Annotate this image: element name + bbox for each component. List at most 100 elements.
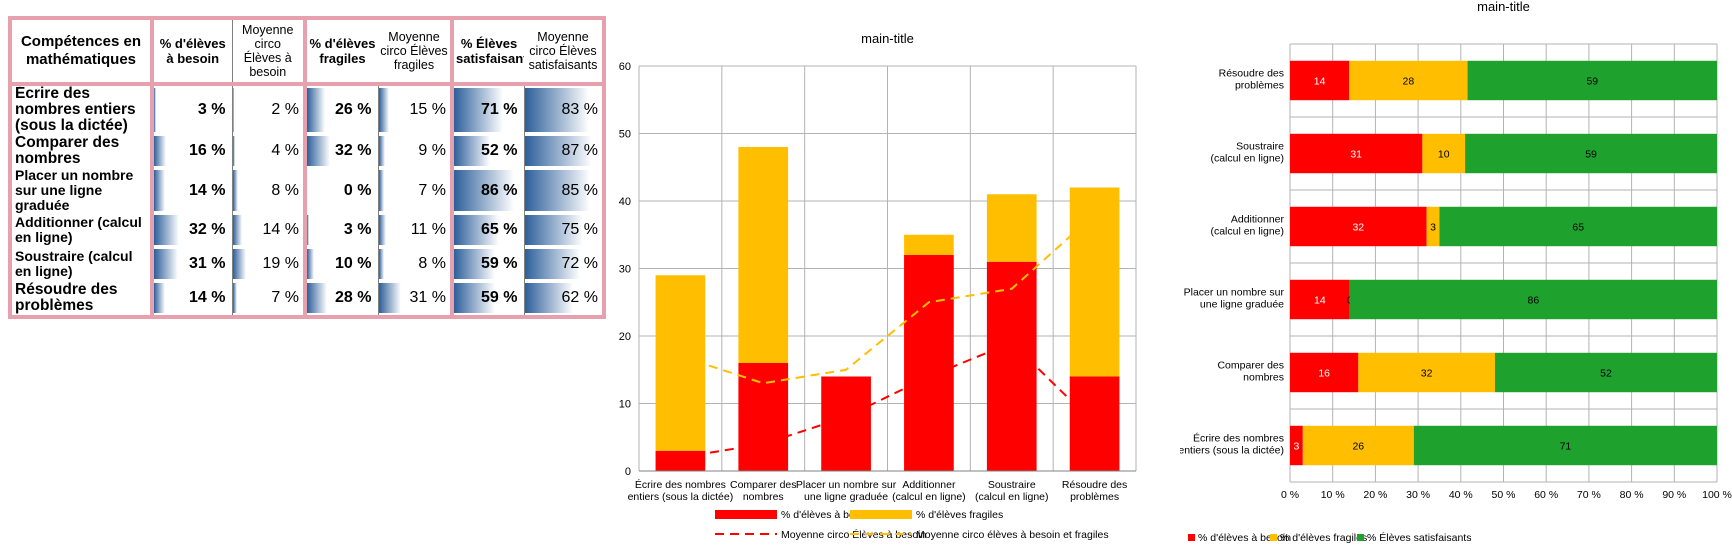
cell-value: 14 % (262, 221, 299, 238)
data-label: 28 (1403, 76, 1415, 88)
cell-value: 14 % (189, 181, 226, 199)
cell-value: 2 % (271, 101, 299, 118)
legend-swatch (1270, 534, 1277, 541)
cell-value: 65 % (481, 221, 518, 238)
legend-swatch (1188, 534, 1195, 541)
x-tick-label: Soustraire (988, 479, 1036, 491)
cell-fragiles: 10 % (305, 247, 379, 281)
cell-satisfaisants: 52 % (452, 134, 525, 168)
bar-segment (1069, 187, 1120, 377)
x-tick-label: nombres (743, 491, 784, 503)
x-tick-label: problèmes (1070, 491, 1119, 503)
cell-moy-fragiles: 11 % (378, 213, 454, 247)
table-row: Soustraire (calcul en ligne) 31 % 19 % 10 %… (8, 247, 606, 281)
cell-moy-fragiles: 15 % (378, 84, 454, 134)
bar-segment (1467, 60, 1717, 101)
cell-moy-satisfaisants: 62 % (524, 281, 606, 319)
cell-moy-satisfaisants: 87 % (524, 134, 606, 168)
cell-databar (154, 283, 165, 313)
x-tick-label: Additionner (902, 479, 956, 491)
bar-segment (738, 147, 789, 363)
x-tick-label: Résoudre des (1062, 479, 1127, 491)
x-tick-label: 10 % (1321, 489, 1345, 501)
header-satisfaisants: % Élèves satisfaisants (452, 16, 524, 86)
cell-databar (378, 215, 387, 245)
x-tick-label: 90 % (1662, 489, 1686, 501)
cell-besoin: 16 % (152, 134, 233, 168)
cell-databar (524, 215, 583, 245)
cell-databar (232, 88, 234, 132)
data-label: 14 (1314, 76, 1326, 88)
cell-besoin: 32 % (152, 213, 233, 247)
y-tick-label: 20 (619, 331, 631, 343)
data-label: 26 (1352, 441, 1364, 453)
legend-label: % d'élèves fragiles (916, 509, 1003, 521)
cell-value: 52 % (481, 142, 518, 159)
cell-databar (307, 283, 327, 313)
data-label: 14 (1314, 295, 1326, 307)
cell-fragiles: 3 % (305, 213, 379, 247)
cell-databar (524, 170, 591, 211)
y-tick-label: 50 (619, 129, 631, 141)
cell-value: 19 % (262, 255, 299, 272)
data-label: 10 (1438, 149, 1450, 161)
cell-databar (524, 283, 573, 313)
stacked-column-chart: main-title 0 10 20 30 40 50 60 Écrire des nombre… (619, 31, 1137, 541)
y-tick-label: 40 (619, 196, 631, 208)
cell-moy-satisfaisants: 72 % (524, 247, 606, 281)
x-tick-label: 30 % (1406, 489, 1430, 501)
cell-value: 4 % (271, 142, 299, 159)
legend-label: % d'élèves à besoin (1198, 532, 1291, 544)
cell-value: 11 % (410, 221, 446, 238)
cell-databar (454, 215, 500, 245)
cell-moy-fragiles: 31 % (378, 281, 454, 319)
header-moy-fragiles: Moyenne circo Élèves fragiles (378, 16, 454, 86)
legend-swatch (1357, 534, 1364, 541)
x-tick-label: 80 % (1620, 489, 1644, 501)
cell-value: 9 % (418, 142, 446, 159)
data-label: 3 (1430, 222, 1436, 234)
data-label: 32 (1352, 222, 1364, 234)
cell-moy-satisfaisants: 85 % (524, 168, 606, 213)
cell-value: 83 % (561, 101, 598, 118)
cell-databar (154, 249, 179, 279)
x-tick-label: Écrire des nombres (635, 478, 726, 491)
y-tick-label: problèmes (1235, 80, 1284, 92)
cell-value: 26 % (335, 101, 372, 118)
table-row: Additionner (calcul en ligne) 32 % 14 % 3 %… (8, 213, 606, 247)
bar-segment (1413, 425, 1717, 466)
bar-segment (904, 255, 954, 471)
legend-swatch (715, 510, 777, 519)
y-tick-label: une ligne graduée (1200, 299, 1284, 311)
bar-segment (1290, 279, 1350, 320)
cell-moy-besoin: 14 % (232, 213, 307, 247)
table-row: Placer un nombre sur une ligne graduée 14… (8, 168, 606, 213)
x-tick-label: une ligne graduée (804, 491, 888, 503)
cell-satisfaisants: 86 % (452, 168, 525, 213)
cell-value: 32 % (335, 142, 372, 159)
bar-segment (1426, 206, 1440, 247)
cell-besoin: 14 % (152, 168, 233, 213)
x-tick-label: 0 % (1281, 489, 1299, 501)
cell-value: 62 % (561, 289, 598, 306)
cell-databar (307, 88, 326, 132)
cell-value: 31 % (409, 289, 446, 306)
y-tick-label: entiers (sous la dictée) (1180, 445, 1284, 457)
table-row: Comparer des nombres 16 % 4 % 32 % 9 % 52 % 87… (8, 134, 606, 168)
cell-databar (454, 88, 504, 132)
bar-segment (1494, 352, 1717, 393)
cell-fragiles: 26 % (305, 84, 379, 134)
y-tick-label: Placer un nombre sur (1184, 287, 1285, 299)
data-label: 31 (1350, 149, 1362, 161)
cell-value: 32 % (189, 221, 226, 238)
cell-fragiles: 0 % (305, 168, 379, 213)
data-label: 16 (1318, 368, 1330, 380)
data-label: 32 (1421, 368, 1433, 380)
bar-segment (1439, 206, 1717, 247)
x-tick-label: 100 % (1702, 489, 1732, 501)
cell-moy-besoin: 7 % (232, 281, 307, 319)
cell-databar (454, 170, 514, 211)
cell-moy-satisfaisants: 83 % (524, 84, 606, 134)
cell-satisfaisants: 65 % (452, 213, 525, 247)
bar-segment (1290, 352, 1359, 393)
